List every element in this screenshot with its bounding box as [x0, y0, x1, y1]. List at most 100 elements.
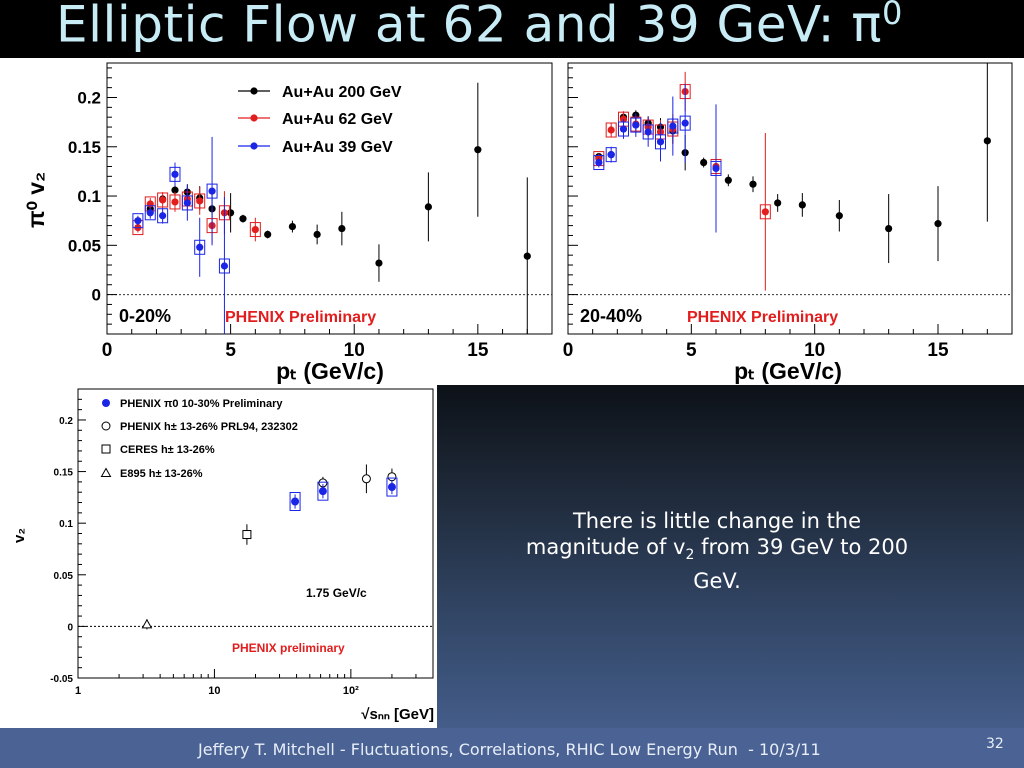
- data-point: [885, 224, 893, 233]
- left-x-tick-label: 15: [467, 340, 489, 361]
- bottom-data-point: [291, 497, 300, 506]
- systematic-box: [132, 213, 144, 229]
- bottom-legend-label: PHENIX h± 13-26% PRL94, 232302: [120, 421, 298, 433]
- data-point: [239, 215, 247, 223]
- systematic-box: [605, 147, 617, 163]
- data-point: [264, 230, 272, 239]
- note-line-2-sub: 2: [685, 547, 695, 564]
- bottom-systematic-box: [289, 492, 301, 512]
- bottom-legend-marker: [100, 467, 112, 477]
- data-point: [681, 119, 689, 127]
- data-point: [171, 186, 179, 194]
- data-point: [983, 137, 991, 145]
- legend-marker: [250, 114, 258, 122]
- data-point: [183, 199, 191, 207]
- legend-marker: [250, 87, 258, 95]
- data-point: [159, 212, 167, 220]
- systematic-box: [218, 258, 230, 274]
- bottom-y-tick-label: 0.2: [59, 416, 73, 427]
- bottom-y-tick-label: 0.05: [54, 571, 74, 582]
- slide-title: Elliptic Flow at 62 and 39 GeV: π0: [56, 0, 903, 54]
- bottom-x-axis-label: √sₙₙ [GeV]: [361, 706, 434, 723]
- bottom-legend-marker: [101, 421, 111, 431]
- bottom-data-point: [387, 472, 397, 482]
- data-point: [171, 198, 179, 206]
- legend-marker: [250, 142, 258, 150]
- systematic-box: [181, 195, 193, 211]
- data-point: [146, 209, 154, 217]
- data-point: [607, 126, 615, 134]
- right-plot-frame: [567, 62, 1013, 335]
- data-point: [375, 259, 383, 267]
- data-point: [134, 217, 142, 225]
- bottom-plot: 1 10 10² -0.05 0 0.05 0.1 0.15 0.2 v₂ √sₙₙ [GeV] 1.…: [0, 385, 437, 728]
- left-x-tick-label: 5: [225, 340, 236, 361]
- bottom-y-axis-label: v₂: [11, 528, 28, 543]
- bottom-systematic-box: [317, 481, 329, 501]
- data-point: [523, 252, 531, 260]
- systematic-box: [593, 155, 605, 171]
- systematic-box: [206, 183, 218, 199]
- y-axis-label: π⁰ v₂: [23, 172, 49, 228]
- bottom-x-tick-label: 1: [75, 685, 81, 697]
- systematic-box: [194, 239, 206, 255]
- bottom-data-point: [141, 618, 153, 629]
- systematic-box: [157, 208, 169, 224]
- y-tick-label: 0.1: [77, 187, 101, 206]
- systematic-box: [194, 193, 206, 209]
- y-tick-label: 0: [92, 286, 101, 305]
- data-point: [338, 224, 346, 233]
- systematic-box: [667, 118, 679, 134]
- data-point: [835, 212, 843, 220]
- right-x-tick-label: 0: [563, 340, 574, 361]
- summary-note: There is little change in the magnitude …: [478, 508, 956, 594]
- top-plot-svg: 0 5 10 15 0 0.05 0.1 0.15 0.2 pₜ (GeV/c) 0-20% PHEN…: [23, 62, 1013, 384]
- systematic-box: [710, 160, 722, 176]
- data-point: [644, 128, 652, 136]
- data-point: [196, 197, 204, 205]
- data-point: [251, 225, 259, 234]
- right-x-tick-label: 10: [804, 340, 825, 361]
- systematic-box: [655, 134, 666, 150]
- data-point: [700, 158, 708, 167]
- data-point: [146, 200, 154, 208]
- data-point: [749, 180, 757, 188]
- pt-annotation: 1.75 GeV/c: [306, 586, 367, 600]
- bottom-legend-label: CERES h± 13-26%: [120, 444, 215, 456]
- data-point: [159, 196, 167, 204]
- right-x-tick-label: 15: [927, 340, 949, 361]
- note-line-2b: from 39 GeV to 200: [694, 535, 909, 559]
- data-point: [171, 170, 179, 178]
- bottom-x-tick-label: 10²: [343, 685, 359, 697]
- legend-label: Au+Au 39 GeV: [282, 139, 393, 156]
- bottom-legend-marker: [102, 399, 110, 407]
- data-point: [724, 176, 732, 184]
- bottom-y-tick-label: -0.05: [50, 674, 73, 685]
- note-line-2: magnitude of v2 from 39 GeV to 200: [478, 534, 956, 568]
- right-x-axis-label: pₜ (GeV/c): [734, 358, 842, 384]
- footer-text: Jeffery T. Mitchell - Fluctuations, Corr…: [198, 740, 821, 759]
- systematic-box: [157, 192, 169, 208]
- left-plot-frame: [106, 62, 553, 335]
- bottom-legend-marker: [101, 444, 111, 454]
- slide-title-superscript: 0: [882, 0, 903, 32]
- data-point: [220, 262, 229, 270]
- data-point: [474, 146, 482, 154]
- bottom-y-tick-label: 0: [67, 622, 73, 633]
- systematic-box: [630, 117, 642, 133]
- left-x-axis-label: pₜ (GeV/c): [276, 358, 384, 384]
- data-point: [424, 203, 432, 211]
- slide-title-text: Elliptic Flow at 62 and 39 GeV: π: [56, 0, 883, 54]
- right-x-tick-label: 5: [686, 340, 697, 361]
- bottom-x-tick-label: 10: [208, 685, 220, 697]
- systematic-box: [618, 121, 629, 137]
- bottom-y-tick-label: 0.1: [59, 519, 73, 530]
- systematic-box: [169, 194, 181, 210]
- y-tick-label: 0.15: [68, 138, 101, 157]
- left-x-tick-label: 10: [344, 340, 365, 361]
- legend-label: Au+Au 62 GeV: [282, 111, 393, 128]
- data-point: [208, 187, 216, 195]
- bottom-legend-label: PHENIX π0 10-30% Preliminary: [120, 398, 283, 410]
- data-point: [313, 230, 321, 239]
- data-point: [196, 243, 204, 251]
